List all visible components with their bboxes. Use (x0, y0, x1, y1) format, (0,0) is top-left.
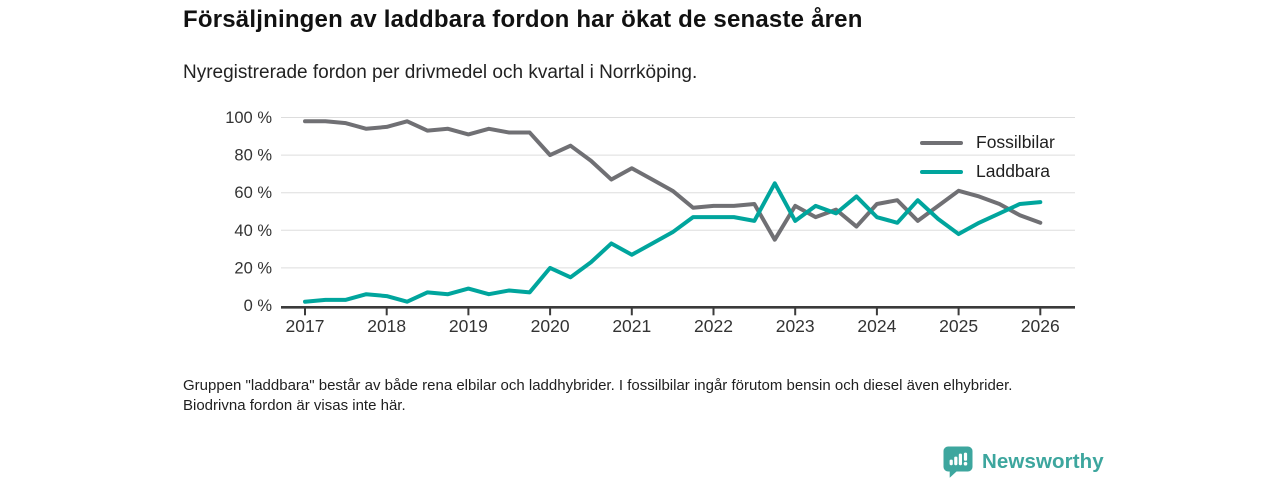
x-tick-label: 2026 (1021, 316, 1060, 336)
chart-legend: Fossilbilar Laddbara (920, 132, 1055, 182)
x-tick-label: 2017 (286, 316, 325, 336)
x-tick-label: 2024 (857, 316, 896, 336)
logo-text: Newsworthy (982, 450, 1104, 473)
y-tick-label: 80 % (234, 147, 272, 165)
x-tick-label: 2018 (367, 316, 406, 336)
chart-subtitle: Nyregistrerade fordon per drivmedel och … (183, 62, 698, 83)
y-tick-label: 20 % (234, 259, 272, 277)
fossilbilar-line-swatch-icon (920, 140, 963, 145)
series-line-laddbara (303, 181, 1043, 304)
y-tick-label: 100 % (225, 109, 272, 127)
series-line-fossilbilar (303, 119, 1043, 242)
legend-item-laddbara: Laddbara (920, 161, 1055, 182)
y-tick-label: 40 % (234, 222, 272, 240)
x-tick-label: 2021 (612, 316, 651, 336)
x-tick-label: 2020 (531, 316, 570, 336)
legend-item-fossilbilar: Fossilbilar (920, 132, 1055, 153)
x-tick-label: 2025 (939, 316, 978, 336)
y-tick-label: 60 % (234, 184, 272, 202)
chart-footnote: Gruppen "laddbara" består av både rena e… (183, 377, 1013, 414)
legend-label: Fossilbilar (976, 132, 1055, 152)
legend-label: Laddbara (976, 161, 1050, 181)
x-tick-label: 2022 (694, 316, 733, 336)
x-tick-label: 2019 (449, 316, 488, 336)
laddbara-line-swatch-icon (920, 169, 963, 174)
newsworthy-logo[interactable]: Newsworthy (943, 446, 1104, 478)
x-tick-label: 2023 (776, 316, 815, 336)
y-tick-label: 0 % (244, 297, 273, 315)
chart-title: Försäljningen av laddbara fordon har öka… (183, 6, 863, 33)
bar-chart-bubble-icon (943, 446, 973, 478)
